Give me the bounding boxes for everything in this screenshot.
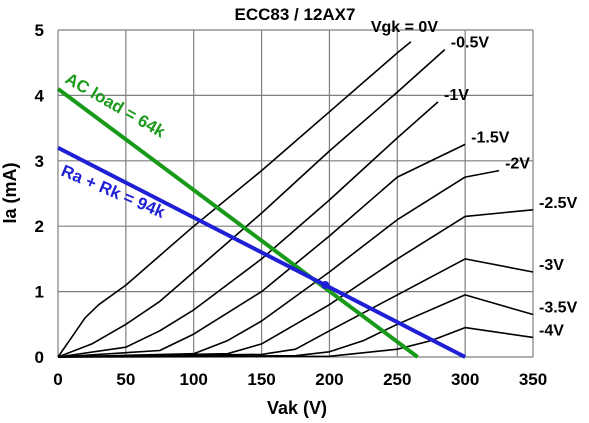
x-tick-label-6: 300 xyxy=(451,370,479,389)
x-tick-label-5: 250 xyxy=(383,370,411,389)
load-line-label-1: Ra + Rk = 94k xyxy=(58,161,168,222)
x-tick-label-2: 100 xyxy=(180,370,208,389)
x-tick-label-1: 50 xyxy=(116,370,135,389)
y-tick-label-3: 3 xyxy=(35,152,44,171)
curve-label-6: -3V xyxy=(539,257,564,274)
x-tick-label-4: 200 xyxy=(315,370,343,389)
load-line-1 xyxy=(57,145,467,359)
curve-label-1: -0.5V xyxy=(451,35,490,52)
plate-curve-5 xyxy=(57,209,534,358)
y-tick-label-5: 5 xyxy=(35,21,44,40)
x-tick-label-3: 150 xyxy=(247,370,275,389)
x-tick-label-7: 350 xyxy=(519,370,547,389)
y-tick-label-4: 4 xyxy=(35,86,45,105)
curve-label-8: -4V xyxy=(539,322,564,339)
x-axis-label: Vak (V) xyxy=(267,398,327,418)
plate-curve-7 xyxy=(57,294,534,358)
plate-curve-6 xyxy=(57,258,534,358)
plate-curve-2 xyxy=(57,101,439,358)
curve-label-7: -3.5V xyxy=(539,299,578,316)
y-tick-label-1: 1 xyxy=(35,283,44,302)
plate-curve-0 xyxy=(57,41,412,358)
operating-point xyxy=(321,281,330,290)
tick-labels: 0 50 100 150 200 250 300 350 0 1 2 3 4 5 xyxy=(35,21,548,389)
grid xyxy=(57,29,534,358)
plate-curve-4 xyxy=(57,169,500,358)
load-line-0 xyxy=(56,87,419,359)
curve-label-0: Vgk = 0V xyxy=(371,19,438,36)
plate-curve-8 xyxy=(57,326,534,358)
chart-title: ECC83 / 12AX7 xyxy=(235,5,356,24)
curve-label-5: -2.5V xyxy=(539,195,578,212)
curve-label-4: -2V xyxy=(505,156,530,173)
plate-curves: Vgk = 0V -0.5V -1V -1.5V -2V -2.5V -3V -3.5V -4V xyxy=(57,19,578,358)
y-tick-label-0: 0 xyxy=(35,348,44,367)
x-tick-label-0: 0 xyxy=(53,370,62,389)
plate-curve-3 xyxy=(57,143,466,358)
plate-curve-1 xyxy=(57,49,446,358)
curve-label-3: -1.5V xyxy=(471,129,510,146)
y-tick-label-2: 2 xyxy=(35,217,44,236)
y-axis-label: Ia (mA) xyxy=(0,162,20,223)
curve-label-2: -1V xyxy=(444,87,469,104)
